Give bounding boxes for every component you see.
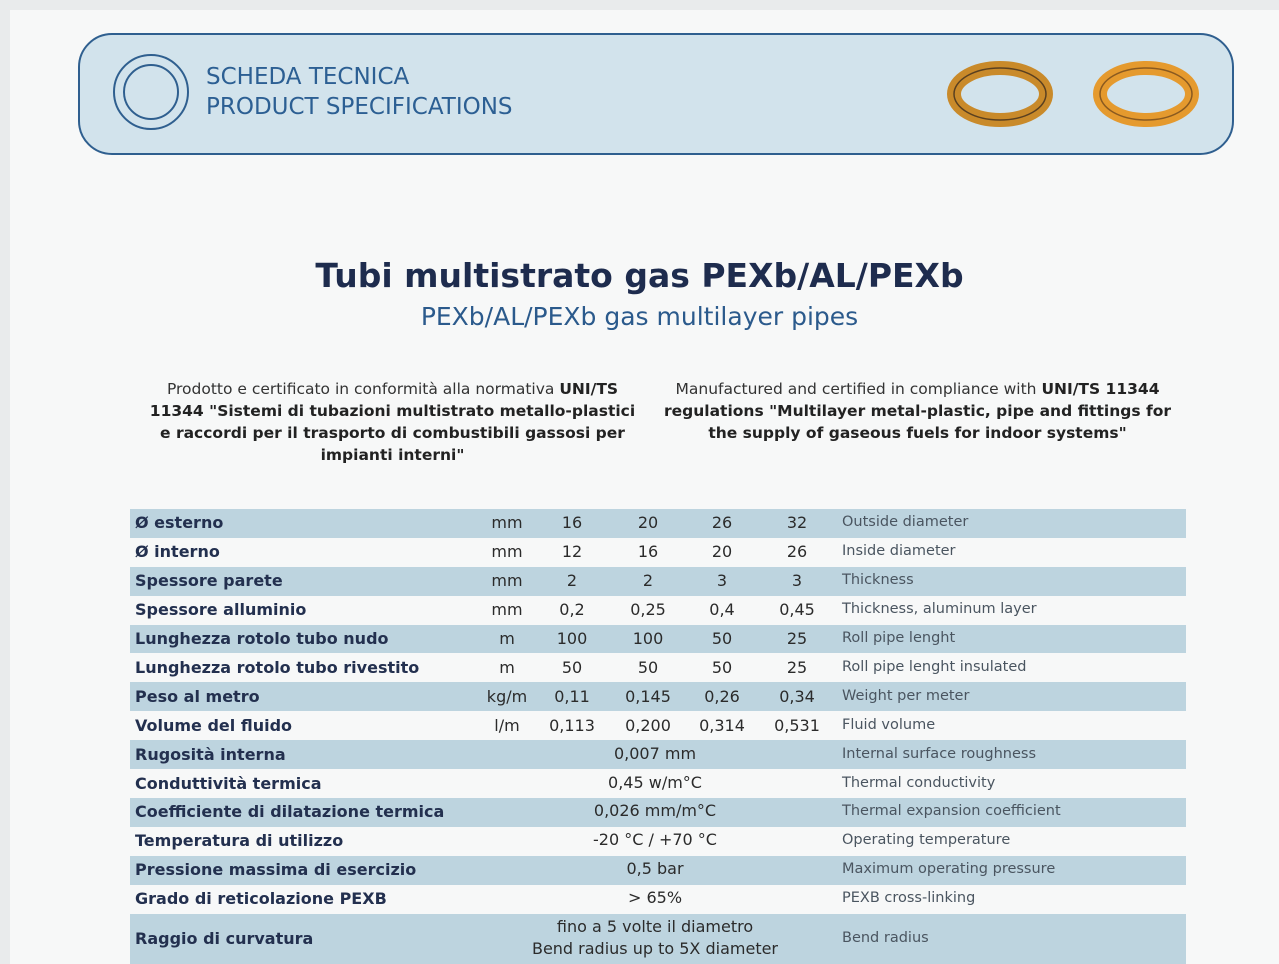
- value: 3: [762, 571, 832, 590]
- value: 0,314: [687, 716, 757, 735]
- row-label: Conduttività termica: [135, 774, 322, 793]
- row-label: Rugosità interna: [135, 745, 286, 764]
- row-label-en: Bend radius: [842, 930, 929, 946]
- row-label: Coefficiente di dilatazione termica: [135, 802, 444, 821]
- title: Tubi multistrato gas PEXb/AL/PEXb: [0, 256, 1279, 295]
- row-label: Spessore parete: [135, 571, 283, 590]
- intro-it: Prodotto e certificato in conformità all…: [145, 378, 640, 466]
- value: 20: [613, 513, 683, 532]
- unit: mm: [477, 600, 537, 619]
- intro-en: Manufactured and certified in compliance…: [660, 378, 1175, 444]
- value: 0,113: [537, 716, 607, 735]
- row-label-en: Operating temperature: [842, 832, 1010, 848]
- intro-text: Manufactured and certified in compliance…: [676, 380, 1042, 398]
- value: 0,2: [537, 600, 607, 619]
- row-label-en: PEXB cross-linking: [842, 890, 975, 906]
- value: 0,4: [687, 600, 757, 619]
- unit: m: [477, 658, 537, 677]
- value: 0,26: [687, 687, 757, 706]
- row-label: Spessore alluminio: [135, 600, 306, 619]
- value: 2: [537, 571, 607, 590]
- row-label: Volume del fluido: [135, 716, 292, 735]
- value: 20: [687, 542, 757, 561]
- unit: mm: [477, 513, 537, 532]
- value: 26: [687, 513, 757, 532]
- value: 3: [687, 571, 757, 590]
- value: 0,45: [762, 600, 832, 619]
- row-label: Ø interno: [135, 542, 220, 561]
- value: 100: [537, 629, 607, 648]
- row-label-en: Thickness, aluminum layer: [842, 601, 1037, 617]
- row-label-en: Internal surface roughness: [842, 746, 1036, 762]
- page: SCHEDA TECNICA PRODUCT SPECIFICATIONS Tu…: [0, 0, 1279, 964]
- unit: mm: [477, 542, 537, 561]
- value: 0,007 mm: [505, 744, 805, 763]
- row-label: Lunghezza rotolo tubo nudo: [135, 629, 389, 648]
- row-label-en: Inside diameter: [842, 543, 956, 559]
- row-label-en: Outside diameter: [842, 514, 968, 530]
- row-label-en: Fluid volume: [842, 717, 935, 733]
- value: 50: [687, 658, 757, 677]
- value: 2: [613, 571, 683, 590]
- header-graphics: [0, 0, 1279, 200]
- header-title: SCHEDA TECNICA: [206, 64, 409, 90]
- unit: l/m: [477, 716, 537, 735]
- value: 25: [762, 629, 832, 648]
- value: 32: [762, 513, 832, 532]
- value: 50: [687, 629, 757, 648]
- header-title: PRODUCT SPECIFICATIONS: [206, 94, 513, 120]
- value: 16: [613, 542, 683, 561]
- row-label: Temperatura di utilizzo: [135, 831, 343, 850]
- value: 0,531: [762, 716, 832, 735]
- value: 50: [613, 658, 683, 677]
- value: 25: [762, 658, 832, 677]
- row-label: Grado di reticolazione PEXB: [135, 889, 387, 908]
- row-label-en: Maximum operating pressure: [842, 861, 1055, 877]
- row-label-en: Roll pipe lenght: [842, 630, 955, 646]
- value: 0,026 mm/m°C: [505, 801, 805, 820]
- unit: kg/m: [477, 687, 537, 706]
- value: 50: [537, 658, 607, 677]
- value: > 65%: [505, 888, 805, 907]
- row-label-en: Thermal expansion coefficient: [842, 803, 1061, 819]
- value: 0,5 bar: [505, 859, 805, 878]
- row-label: Raggio di curvatura: [135, 929, 313, 948]
- subtitle: PEXb/AL/PEXb gas multilayer pipes: [0, 302, 1279, 331]
- row-label: Peso al metro: [135, 687, 260, 706]
- unit: mm: [477, 571, 537, 590]
- value: 16: [537, 513, 607, 532]
- row-label: Lunghezza rotolo tubo rivestito: [135, 658, 419, 677]
- value: 0,45 w/m°C: [505, 773, 805, 792]
- row-label: Pressione massima di esercizio: [135, 860, 416, 879]
- value: 0,25: [613, 600, 683, 619]
- value: 100: [613, 629, 683, 648]
- value: 0,11: [537, 687, 607, 706]
- row-label-en: Thermal conductivity: [842, 775, 995, 791]
- intro-text: Prodotto e certificato in conformità all…: [167, 380, 559, 398]
- row-label-en: Roll pipe lenght insulated: [842, 659, 1026, 675]
- value: -20 °C / +70 °C: [505, 830, 805, 849]
- value: 0,145: [613, 687, 683, 706]
- value: 0,34: [762, 687, 832, 706]
- row-label-en: Weight per meter: [842, 688, 969, 704]
- row-label: Ø esterno: [135, 513, 223, 532]
- value: Bend radius up to 5X diameter: [505, 939, 805, 958]
- value: fino a 5 volte il diametro: [505, 917, 805, 936]
- row-label-en: Thickness: [842, 572, 914, 588]
- value: 26: [762, 542, 832, 561]
- value: 12: [537, 542, 607, 561]
- value: 0,200: [613, 716, 683, 735]
- unit: m: [477, 629, 537, 648]
